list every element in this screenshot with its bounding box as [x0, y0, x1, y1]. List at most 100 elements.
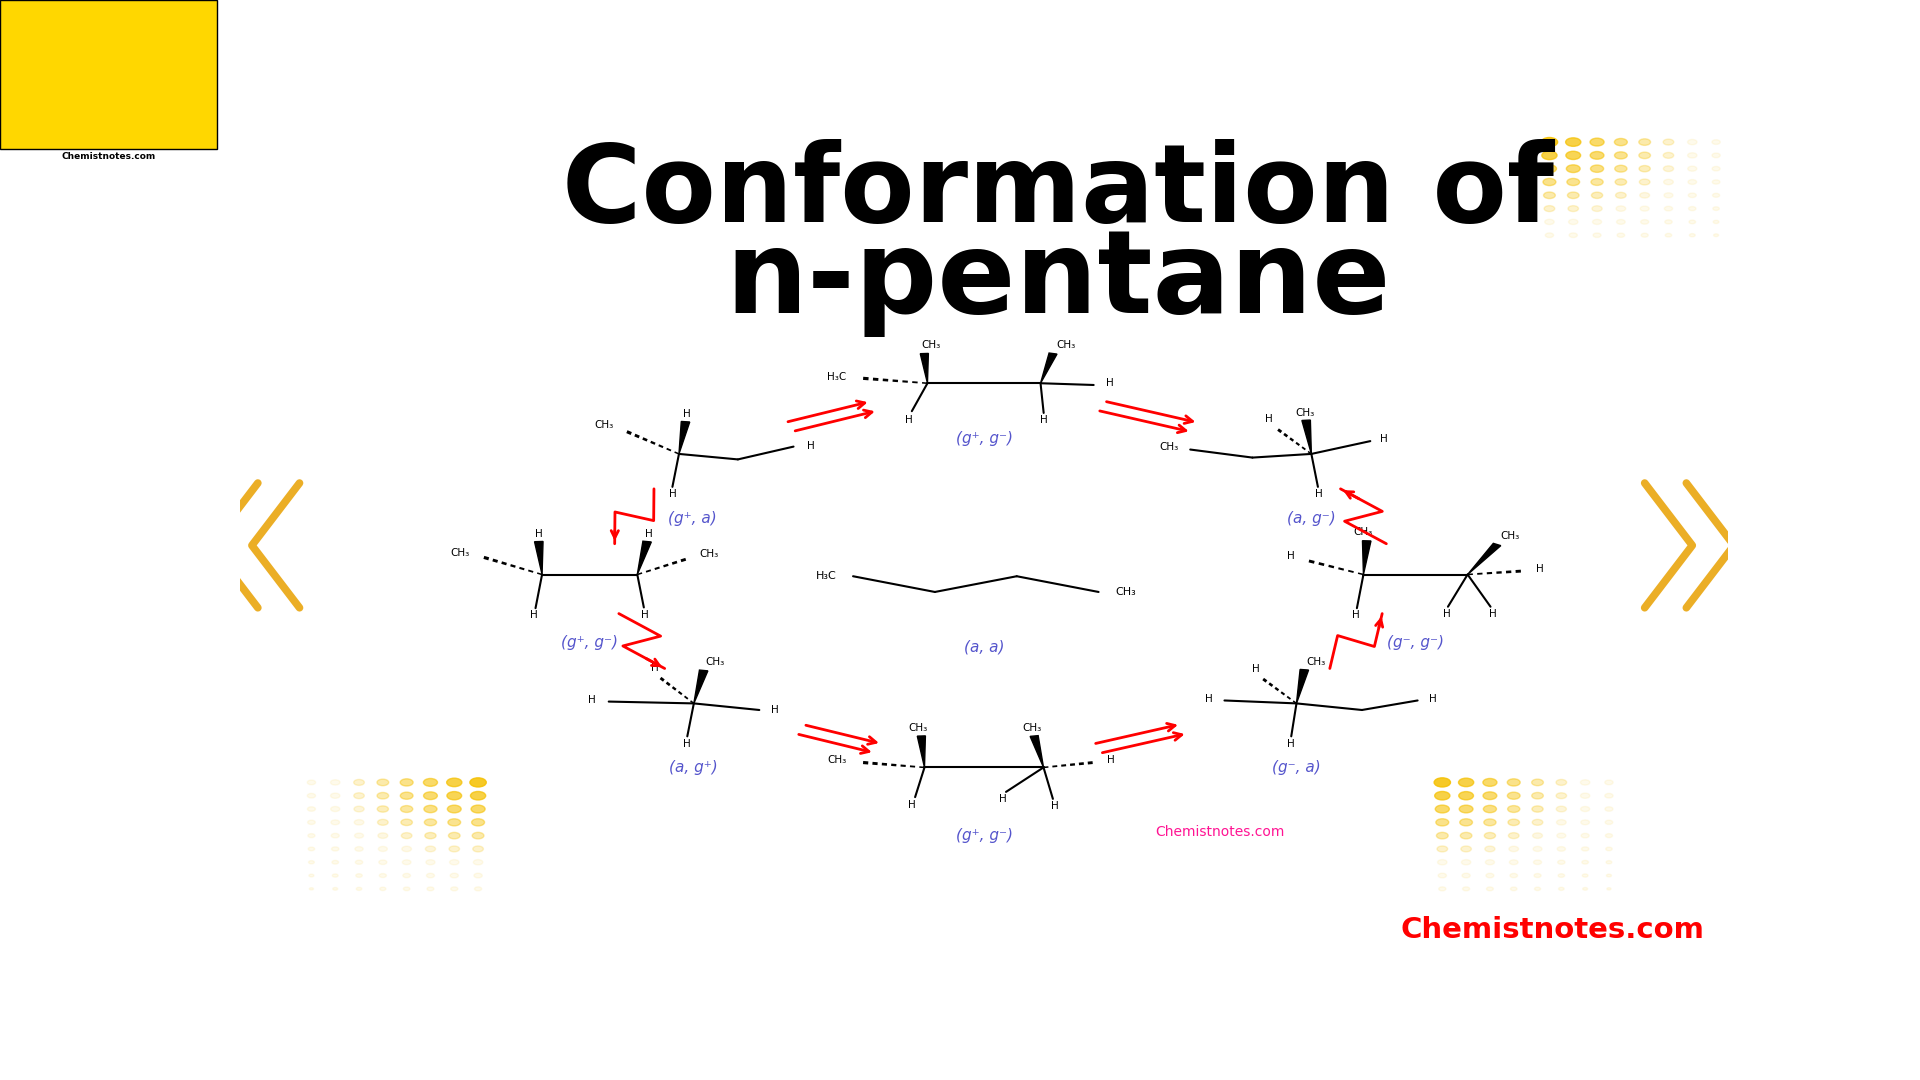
Circle shape — [1663, 152, 1674, 159]
Circle shape — [1459, 779, 1475, 786]
Circle shape — [355, 847, 363, 851]
Text: (g⁺, a): (g⁺, a) — [668, 511, 716, 526]
Circle shape — [472, 846, 484, 852]
Circle shape — [1665, 206, 1672, 211]
Circle shape — [403, 887, 411, 891]
Circle shape — [1688, 166, 1697, 172]
Circle shape — [1688, 206, 1695, 211]
Text: CH₃: CH₃ — [1023, 724, 1043, 733]
Circle shape — [1438, 860, 1448, 865]
Circle shape — [451, 887, 457, 891]
Text: H: H — [908, 800, 916, 810]
Circle shape — [1569, 219, 1578, 225]
Circle shape — [1436, 819, 1450, 826]
Circle shape — [1559, 874, 1565, 877]
Circle shape — [426, 860, 436, 865]
Text: CH₃: CH₃ — [1306, 658, 1325, 667]
Circle shape — [1459, 792, 1473, 800]
Circle shape — [330, 820, 340, 825]
Circle shape — [1665, 220, 1672, 224]
Circle shape — [1640, 152, 1651, 159]
Circle shape — [1438, 887, 1446, 891]
Text: Chemistnotes.com: Chemistnotes.com — [61, 152, 156, 161]
Circle shape — [1557, 847, 1565, 851]
Circle shape — [472, 833, 484, 839]
Circle shape — [424, 806, 438, 812]
Text: H₃C: H₃C — [816, 571, 837, 581]
Circle shape — [1546, 233, 1553, 238]
Circle shape — [1486, 887, 1494, 891]
Text: CH₃: CH₃ — [699, 550, 718, 559]
Text: H: H — [645, 528, 653, 539]
Circle shape — [1640, 165, 1651, 172]
Circle shape — [1688, 179, 1697, 185]
Circle shape — [1617, 206, 1626, 212]
Circle shape — [1615, 179, 1626, 185]
Text: CH₃: CH₃ — [922, 340, 941, 350]
Circle shape — [1532, 833, 1542, 838]
Text: H: H — [1488, 609, 1496, 619]
Text: H: H — [1050, 801, 1058, 811]
Circle shape — [376, 779, 388, 785]
Circle shape — [1459, 819, 1473, 826]
Circle shape — [376, 793, 388, 799]
Text: CH₃: CH₃ — [593, 420, 614, 430]
Polygon shape — [1302, 420, 1311, 454]
Circle shape — [378, 847, 388, 851]
Polygon shape — [1031, 735, 1044, 768]
Text: (g⁺, g⁻): (g⁺, g⁻) — [956, 432, 1012, 446]
Text: H: H — [1041, 415, 1048, 424]
Circle shape — [1511, 887, 1517, 891]
Text: H: H — [1286, 551, 1294, 562]
Text: H: H — [1352, 610, 1359, 621]
Circle shape — [1615, 165, 1626, 172]
Text: H: H — [1265, 414, 1273, 424]
Circle shape — [1580, 793, 1590, 798]
Circle shape — [1482, 792, 1498, 799]
Text: CH₃: CH₃ — [1056, 340, 1075, 350]
Circle shape — [355, 833, 363, 838]
Circle shape — [1569, 233, 1578, 238]
Text: H: H — [651, 662, 659, 673]
Circle shape — [1567, 192, 1578, 199]
Circle shape — [1461, 846, 1471, 852]
Text: n-pentane: n-pentane — [726, 225, 1392, 337]
Circle shape — [1688, 152, 1697, 158]
Circle shape — [449, 874, 459, 878]
Circle shape — [307, 794, 315, 798]
Circle shape — [1509, 860, 1519, 865]
Text: (g⁺, g⁻): (g⁺, g⁻) — [561, 635, 618, 650]
Text: H₃C: H₃C — [828, 372, 847, 382]
Text: H: H — [641, 610, 649, 620]
Text: H: H — [1252, 663, 1260, 674]
Circle shape — [449, 846, 459, 852]
Circle shape — [378, 833, 388, 838]
Text: CH₃: CH₃ — [1500, 531, 1519, 541]
Circle shape — [1713, 139, 1720, 145]
Text: H: H — [684, 739, 691, 748]
Circle shape — [1459, 806, 1473, 813]
Polygon shape — [693, 670, 708, 703]
Circle shape — [1534, 874, 1542, 878]
Circle shape — [474, 860, 482, 865]
Circle shape — [332, 874, 338, 877]
Circle shape — [1559, 888, 1565, 890]
Circle shape — [1665, 233, 1672, 237]
Circle shape — [357, 888, 361, 890]
Circle shape — [332, 888, 338, 890]
Circle shape — [470, 792, 486, 800]
Circle shape — [1507, 806, 1521, 812]
Text: (g⁻, g⁻): (g⁻, g⁻) — [1386, 635, 1444, 650]
Circle shape — [1436, 833, 1448, 839]
Circle shape — [1615, 152, 1628, 159]
Circle shape — [1582, 874, 1588, 877]
Circle shape — [353, 780, 365, 785]
Circle shape — [1580, 820, 1590, 825]
Circle shape — [378, 860, 388, 864]
Circle shape — [472, 819, 484, 826]
Circle shape — [1605, 780, 1613, 785]
Text: Chemistnotes.com: Chemistnotes.com — [1400, 916, 1705, 944]
Circle shape — [330, 780, 340, 785]
Circle shape — [1688, 139, 1697, 145]
Circle shape — [1534, 887, 1540, 891]
